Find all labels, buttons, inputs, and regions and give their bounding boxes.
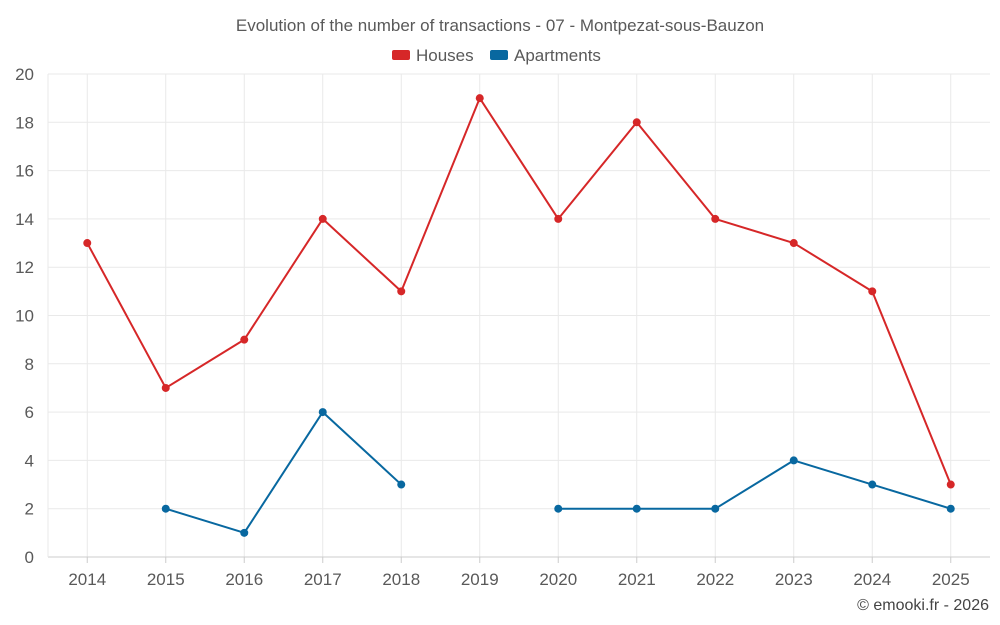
x-tick-label: 2025 [932,570,970,589]
y-tick-label: 18 [15,113,34,132]
y-tick-label: 10 [15,307,34,326]
data-point-apartments[interactable] [789,456,798,465]
x-tick-label: 2023 [775,570,813,589]
data-point-apartments[interactable] [397,480,406,489]
data-point-houses[interactable] [161,383,170,392]
x-tick-label: 2017 [304,570,342,589]
series-apartments [161,408,955,537]
x-tick-label: 2015 [147,570,185,589]
y-tick-label: 8 [25,355,34,374]
y-tick-label: 4 [25,451,34,470]
x-tick-label: 2014 [68,570,106,589]
legend-label: Apartments [514,46,601,65]
grid [48,73,990,557]
series-houses [83,94,955,489]
data-point-houses[interactable] [789,239,798,248]
x-tick-label: 2022 [696,570,734,589]
y-tick-label: 2 [25,500,34,519]
x-tick-label: 2018 [382,570,420,589]
legend-item-apartments[interactable]: Apartments [490,46,601,65]
y-tick-label: 6 [25,403,34,422]
y-tick-label: 0 [25,548,34,567]
x-tick-label: 2016 [225,570,263,589]
data-point-apartments[interactable] [946,504,955,513]
data-point-apartments[interactable] [318,408,327,417]
data-point-apartments[interactable] [240,528,249,537]
data-point-houses[interactable] [554,214,563,223]
data-point-apartments[interactable] [161,504,170,513]
axes: 0 2 4 6 8 10 12 14 16 18 20 2014 2015 2016 2017 2018 201… [15,65,990,589]
legend-label: Houses [416,46,474,65]
data-point-houses[interactable] [397,287,406,296]
data-point-apartments[interactable] [632,504,641,513]
y-tick-label: 14 [15,210,34,229]
series-line-houses [86,97,952,485]
series-line-apartments [558,459,952,510]
y-tick-label: 16 [15,162,34,181]
credit-text: © emooki.fr - 2026 [857,597,989,614]
data-point-houses[interactable] [318,214,327,223]
x-tick-label: 2020 [539,570,577,589]
data-point-houses[interactable] [475,94,484,103]
data-point-houses[interactable] [240,335,249,344]
legend: Houses Apartments [392,46,601,65]
data-point-houses[interactable] [83,239,92,248]
data-point-apartments[interactable] [868,480,877,489]
data-point-houses[interactable] [868,287,877,296]
legend-swatch [392,50,410,60]
y-tick-label: 12 [15,258,34,277]
legend-item-houses[interactable]: Houses [392,46,474,65]
data-point-houses[interactable] [632,118,641,127]
series-group [83,94,955,537]
data-point-apartments[interactable] [711,504,720,513]
legend-swatch [490,50,508,60]
x-tick-label: 2024 [853,570,891,589]
x-tick-label: 2021 [618,570,656,589]
chart-title: Evolution of the number of transactions … [236,16,764,35]
y-tick-label: 20 [15,65,34,84]
data-point-apartments[interactable] [554,504,563,513]
data-point-houses[interactable] [946,480,955,489]
series-line-apartments [165,411,402,534]
x-tick-label: 2019 [461,570,499,589]
data-point-houses[interactable] [711,214,720,223]
